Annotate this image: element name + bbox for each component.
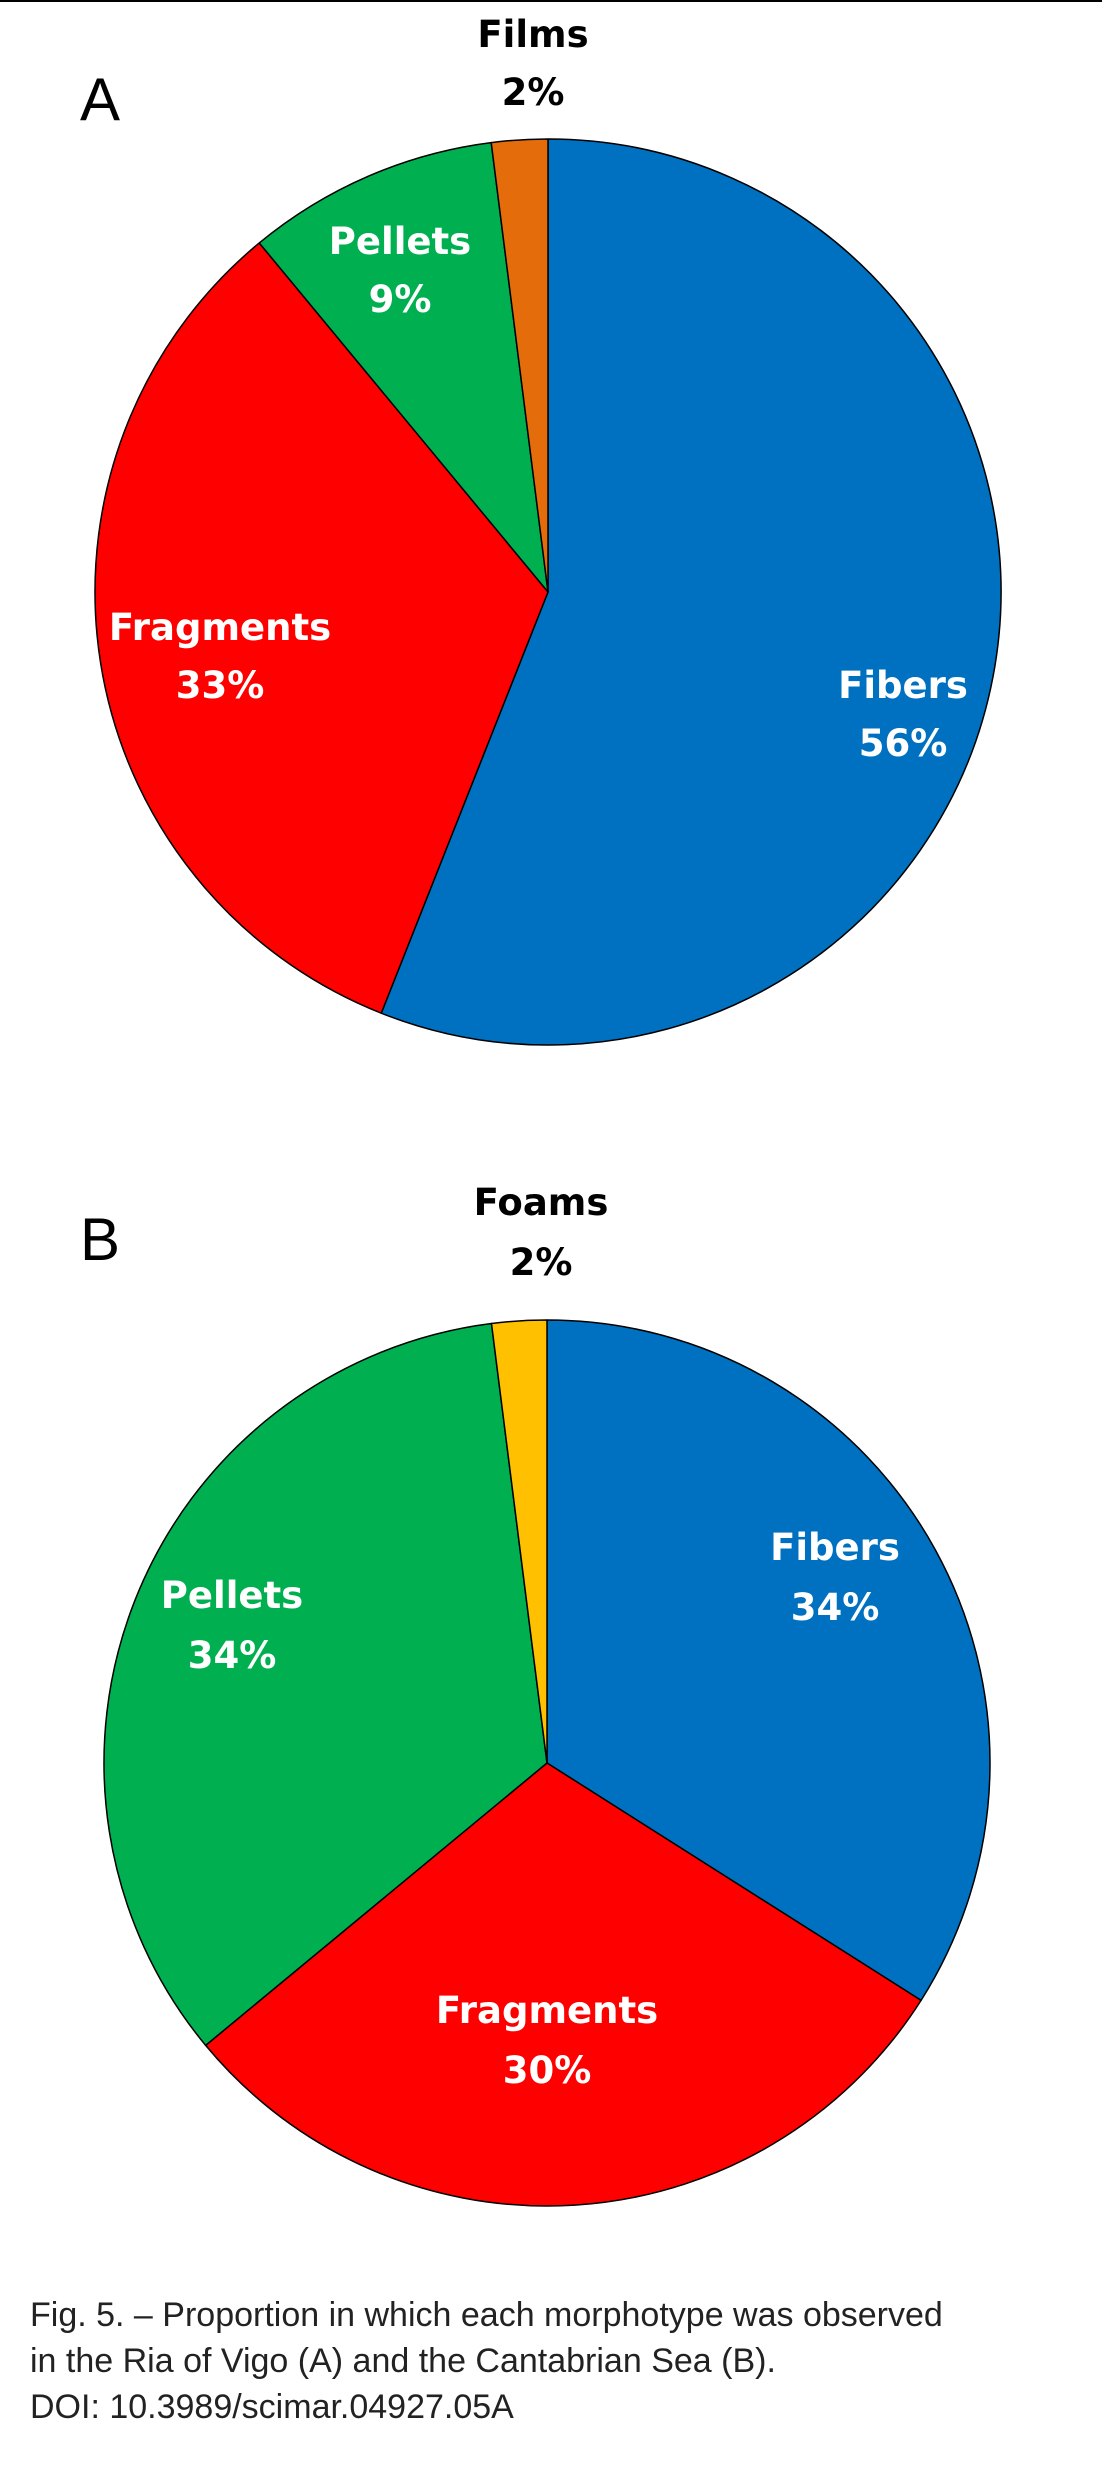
panel-b-label: B: [80, 1206, 120, 1273]
slice-label-fragments: Fragments: [436, 1989, 658, 2032]
pie-slice-fibers: [546, 1319, 991, 2002]
slice-value-fragments: 30%: [503, 2049, 592, 2092]
pie-slice-foams: [490, 1319, 548, 1764]
pie-slice-fibers: [380, 138, 1002, 1046]
slice-value-pellets: 34%: [188, 1634, 277, 1677]
caption-line-1: Fig. 5. – Proportion in which each morph…: [30, 2296, 943, 2334]
slice-label-pellets: Pellets: [329, 220, 471, 263]
pie-chart-b: Fibers 34% Fragments 30% Pellets 34% Foams 2%: [103, 1181, 991, 2207]
slice-value-fibers: 34%: [791, 1586, 880, 1629]
slice-value-foams: 2%: [510, 1241, 573, 1284]
figure: A Fibers56%Fragments33%Pellets9%Films2% …: [80, 13, 1002, 2207]
panel-a-label: A: [80, 66, 120, 133]
figure-caption: Fig. 5. – Proportion in which each morph…: [30, 2292, 1090, 2430]
pie-slice-films: [490, 138, 549, 593]
slice-label-foams: Foams: [474, 1181, 609, 1224]
slice-label-fragments: Fragments: [109, 606, 331, 649]
top-border-line: [0, 0, 1102, 2]
slice-label-films: Films: [477, 13, 588, 56]
slice-value-fibers: 56%: [859, 722, 948, 765]
pie-slice-pellets: [103, 1322, 548, 2047]
caption-doi: DOI: 10.3989/scimar.04927.05A: [30, 2388, 514, 2426]
slice-label-fibers: Fibers: [838, 664, 968, 707]
slice-value-films: 2%: [502, 71, 565, 114]
slice-label-fibers: Fibers: [770, 1526, 900, 1569]
pie-slice-fragments: [94, 242, 549, 1014]
pie-slice-pellets: [258, 141, 549, 593]
slice-value-pellets: 9%: [369, 278, 432, 321]
pie-chart-a: Fibers 56% Fragments 33% Pellets 9% Films 2%: [94, 13, 1002, 1046]
slice-label-pellets: Pellets: [161, 1574, 303, 1617]
caption-line-2: in the Ria of Vigo (A) and the Cantabria…: [30, 2342, 776, 2380]
slice-value-fragments: 33%: [176, 664, 265, 707]
pie-slice-fragments: [204, 1762, 922, 2207]
